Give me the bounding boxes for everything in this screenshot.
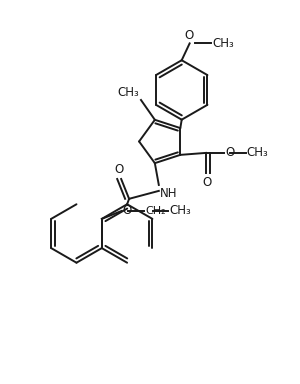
Text: NH: NH: [160, 187, 177, 200]
Text: O: O: [115, 163, 124, 176]
Text: CH₃: CH₃: [169, 204, 191, 217]
Text: CH₃: CH₃: [247, 146, 268, 159]
Text: CH₃: CH₃: [117, 86, 139, 99]
Text: CH₂: CH₂: [146, 206, 166, 216]
Text: O: O: [123, 204, 132, 217]
Text: CH₃: CH₃: [212, 37, 234, 50]
Text: O: O: [225, 146, 234, 159]
Text: O: O: [184, 30, 193, 42]
Text: O: O: [202, 175, 212, 189]
